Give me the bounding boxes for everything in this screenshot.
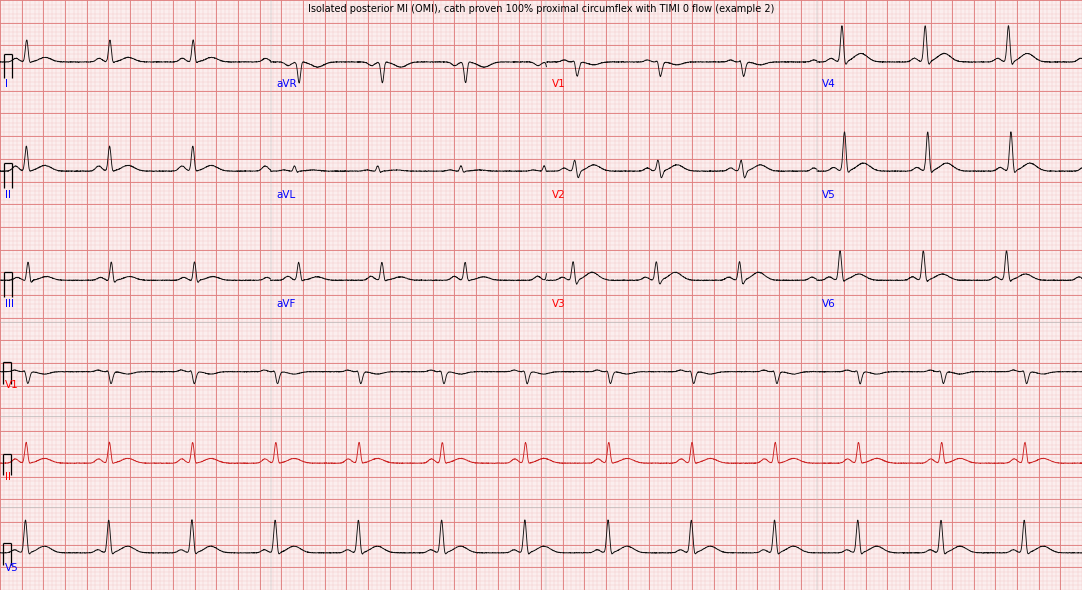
Text: II: II: [5, 471, 12, 481]
Text: aVL: aVL: [276, 189, 295, 199]
Text: V1: V1: [5, 380, 19, 390]
Text: V5: V5: [5, 563, 19, 573]
Text: V6: V6: [822, 299, 836, 309]
Text: V2: V2: [552, 189, 566, 199]
Text: Isolated posterior MI (OMI), cath proven 100% proximal circumflex with TIMI 0 fl: Isolated posterior MI (OMI), cath proven…: [307, 4, 775, 14]
Text: aVF: aVF: [276, 299, 295, 309]
Text: II: II: [5, 189, 12, 199]
Text: V3: V3: [552, 299, 566, 309]
Text: III: III: [5, 299, 14, 309]
Text: V1: V1: [552, 79, 566, 89]
Text: V4: V4: [822, 79, 836, 89]
Text: aVR: aVR: [276, 79, 296, 89]
Text: V5: V5: [822, 189, 836, 199]
Text: I: I: [5, 79, 9, 89]
